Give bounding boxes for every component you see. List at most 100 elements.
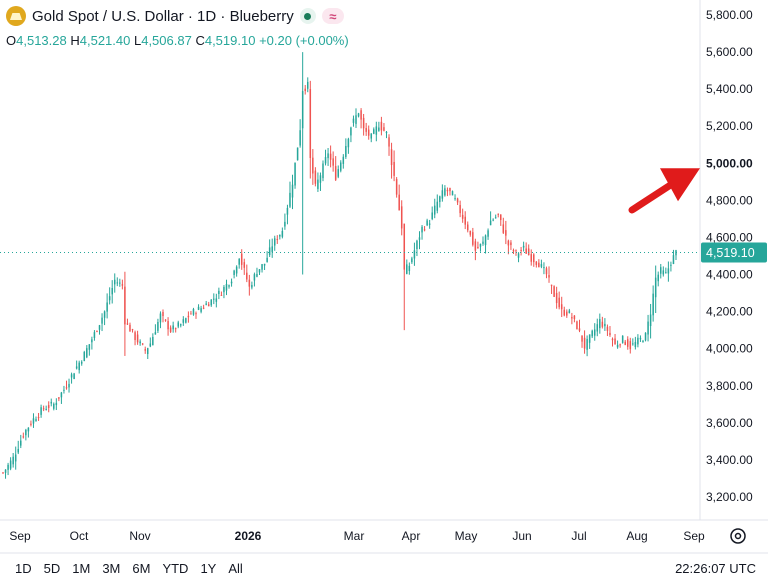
- candle-body: [210, 299, 213, 306]
- candle-body: [134, 332, 136, 341]
- range-6m-button[interactable]: 6M: [132, 561, 151, 576]
- candle-body: [78, 362, 80, 371]
- last-price-tag: [701, 242, 767, 263]
- range-all-button[interactable]: All: [228, 561, 243, 576]
- candle-body: [654, 277, 657, 298]
- candle-body: [543, 267, 545, 269]
- candle-body: [632, 343, 634, 345]
- candle-body: [93, 332, 96, 338]
- candle-body: [525, 248, 527, 254]
- candle-body: [180, 324, 182, 326]
- candle-body: [494, 217, 497, 219]
- candle-body: [459, 205, 461, 214]
- range-selector: 1D 5D 1M 3M 6M YTD 1Y All: [15, 561, 243, 576]
- y-tick-label: 3,400.00: [706, 453, 753, 467]
- candle-body: [124, 286, 126, 325]
- candle-body: [322, 163, 324, 179]
- candle-body: [451, 191, 454, 196]
- candle-body: [182, 319, 185, 323]
- candle-body: [558, 297, 560, 308]
- candle-body: [157, 321, 159, 331]
- range-1d-button[interactable]: 1D: [15, 561, 32, 576]
- x-tick-label: Jul: [571, 529, 586, 543]
- candle-body: [540, 264, 543, 267]
- candle-body: [2, 472, 4, 474]
- candle-body: [449, 187, 451, 192]
- candle-body: [350, 127, 352, 136]
- candle-body: [665, 272, 667, 274]
- candle-body: [393, 161, 395, 176]
- candle-body: [27, 427, 30, 432]
- candle-body: [367, 129, 370, 136]
- candle-body: [616, 344, 619, 348]
- candle-body: [408, 265, 411, 271]
- candle-body: [533, 254, 535, 263]
- wave-icon[interactable]: ≈: [321, 8, 344, 24]
- candle-body: [441, 190, 444, 199]
- candle-body: [657, 274, 659, 282]
- open-value: 4,513.28: [16, 33, 67, 48]
- candle-body: [253, 274, 256, 281]
- candle-body: [35, 419, 37, 422]
- candle-body: [507, 240, 510, 246]
- candle-body: [571, 317, 573, 319]
- market-status-icon[interactable]: [299, 8, 316, 24]
- candle-body: [629, 341, 632, 350]
- candle-body: [195, 313, 197, 315]
- x-tick-label: May: [455, 529, 478, 543]
- candle-body: [586, 338, 588, 350]
- candle-body: [294, 162, 296, 186]
- candle-body: [50, 401, 53, 404]
- candle-body: [626, 339, 629, 347]
- candle-body: [548, 275, 550, 278]
- candle-body: [30, 423, 32, 425]
- candle-body: [111, 287, 113, 295]
- candle-body: [296, 147, 299, 161]
- candle-body: [240, 253, 243, 265]
- candle-body: [192, 309, 195, 315]
- candle-body: [670, 264, 672, 266]
- x-tick-label: Oct: [70, 529, 89, 543]
- candle-body: [55, 402, 58, 406]
- candle-body: [492, 219, 494, 221]
- candle-body: [649, 314, 652, 327]
- candle-body: [352, 118, 355, 123]
- candle-body: [80, 361, 83, 364]
- candle-body: [20, 440, 22, 446]
- candle-body: [385, 131, 388, 134]
- y-tick-label: 5,800.00: [706, 8, 753, 22]
- candle-body: [522, 245, 525, 248]
- candle-body: [159, 313, 162, 323]
- candle-body: [378, 127, 380, 131]
- candle-body: [464, 216, 466, 225]
- candle-body: [223, 286, 225, 293]
- candle-body: [202, 307, 205, 309]
- candle-body: [428, 223, 431, 225]
- candle-body: [421, 226, 423, 233]
- candle-body: [301, 91, 304, 129]
- low-value: 4,506.87: [141, 33, 192, 48]
- range-ytd-button[interactable]: YTD: [162, 561, 189, 576]
- candle-body: [500, 214, 502, 221]
- candle-body: [139, 341, 141, 344]
- candle-body: [91, 339, 93, 343]
- utc-clock: 22:26:07 UTC: [675, 561, 756, 576]
- settings-icon[interactable]: [730, 528, 746, 544]
- x-tick-label: Apr: [402, 529, 421, 543]
- candle-body: [47, 405, 50, 408]
- candle-body: [502, 224, 505, 233]
- candle-body: [611, 338, 614, 341]
- range-5d-button[interactable]: 5D: [43, 561, 61, 576]
- candle-body: [456, 198, 459, 203]
- candle-body: [177, 322, 179, 327]
- candle-body: [332, 158, 334, 166]
- range-1m-button[interactable]: 1M: [72, 561, 91, 576]
- candle-body: [68, 383, 70, 388]
- candle-body: [395, 179, 398, 195]
- range-3m-button[interactable]: 3M: [102, 561, 121, 576]
- range-1y-button[interactable]: 1Y: [200, 561, 217, 576]
- chart-title[interactable]: Gold Spot / U.S. Dollar · 1D · Blueberry: [32, 7, 294, 25]
- x-tick-label: Mar: [344, 529, 365, 543]
